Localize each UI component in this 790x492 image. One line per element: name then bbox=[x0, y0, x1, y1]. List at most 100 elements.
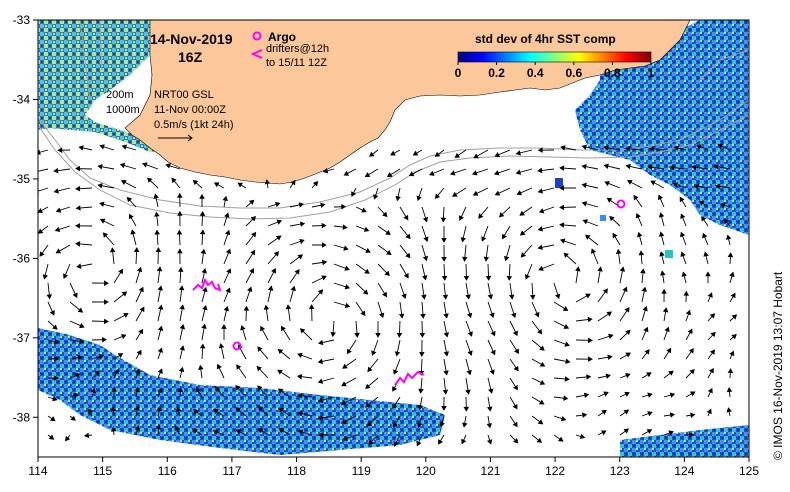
velocity-vector-head bbox=[511, 312, 517, 319]
velocity-vector-head bbox=[689, 369, 695, 375]
velocity-vector-head bbox=[395, 195, 401, 202]
velocity-vector-head bbox=[225, 248, 231, 255]
colorbar-title: std dev of 4hr SST comp bbox=[475, 32, 616, 46]
velocity-vector-head bbox=[660, 270, 666, 276]
velocity-vector-head bbox=[623, 409, 630, 415]
velocity-vector-head bbox=[581, 201, 588, 207]
velocity-vector-head bbox=[298, 202, 305, 208]
velocity-vector-head bbox=[117, 353, 124, 359]
velocity-vector-head bbox=[565, 358, 571, 365]
velocity-vector-head bbox=[471, 170, 478, 176]
x-tick-label: 121 bbox=[480, 464, 500, 478]
velocity-vector-head bbox=[368, 439, 374, 445]
velocity-vector-head bbox=[488, 388, 494, 394]
velocity-vector-head bbox=[296, 373, 303, 380]
velocity-vector-head bbox=[454, 152, 461, 158]
velocity-vector-head bbox=[72, 292, 78, 299]
velocity-vector-head bbox=[382, 291, 387, 298]
velocity-vector-head bbox=[177, 210, 183, 216]
velocity-vector-head bbox=[271, 267, 277, 274]
velocity-vector-head bbox=[48, 434, 55, 440]
velocity-vector-head bbox=[196, 386, 202, 393]
velocity-vector-head bbox=[698, 200, 705, 206]
velocity-vector-head bbox=[519, 230, 526, 236]
velocity-vector-head bbox=[691, 164, 697, 171]
velocity-vector-head bbox=[280, 325, 286, 332]
velocity-vector-head bbox=[312, 181, 319, 187]
velocity-vector-head bbox=[135, 368, 141, 375]
velocity-vector-head bbox=[478, 213, 484, 219]
velocity-vector-head bbox=[277, 369, 283, 375]
velocity-vector-head bbox=[250, 249, 256, 256]
velocity-vector-head bbox=[450, 170, 456, 176]
colorbar-tick-label: 0.4 bbox=[527, 66, 544, 80]
velocity-vector-head bbox=[236, 364, 242, 370]
velocity-vector-head bbox=[443, 351, 450, 357]
time-label: 16Z bbox=[178, 49, 203, 65]
velocity-vector-head bbox=[294, 269, 300, 275]
velocity-vector-head bbox=[157, 387, 163, 394]
velocity-vector-head bbox=[683, 290, 690, 296]
velocity-vector-head bbox=[94, 370, 100, 376]
velocity-vector-head bbox=[585, 293, 591, 299]
velocity-vector-head bbox=[39, 251, 45, 257]
velocity-vector-head bbox=[501, 233, 507, 240]
velocity-vector-head bbox=[202, 304, 208, 311]
velocity-vector-head bbox=[559, 165, 565, 171]
velocity-vector-head bbox=[321, 259, 328, 266]
velocity-vector-head bbox=[582, 412, 588, 418]
velocity-vector-head bbox=[178, 285, 185, 291]
sst-speck bbox=[600, 215, 606, 221]
velocity-vector-head bbox=[506, 275, 513, 281]
velocity-vector-head bbox=[562, 305, 569, 311]
velocity-vector-head bbox=[153, 193, 159, 199]
velocity-vector-head bbox=[619, 266, 626, 272]
velocity-vector-head bbox=[344, 284, 351, 290]
velocity-vector-head bbox=[46, 294, 53, 300]
velocity-vector-head bbox=[119, 162, 126, 169]
velocity-vector-head bbox=[669, 412, 676, 418]
velocity-vector-head bbox=[243, 305, 250, 311]
velocity-vector-head bbox=[218, 343, 225, 349]
velocity-vector-head bbox=[640, 268, 646, 274]
velocity-vector-head bbox=[689, 391, 696, 397]
velocity-vector-head bbox=[264, 179, 271, 185]
velocity-vector-head bbox=[52, 324, 58, 330]
velocity-vector-head bbox=[250, 216, 257, 222]
velocity-vector-head bbox=[341, 381, 347, 387]
velocity-vector-head bbox=[467, 331, 473, 337]
velocity-vector-head bbox=[668, 370, 674, 376]
x-tick-label: 119 bbox=[352, 464, 371, 478]
x-tick-label: 124 bbox=[674, 464, 694, 478]
velocity-vector-head bbox=[515, 150, 521, 156]
velocity-vector-head bbox=[378, 312, 385, 319]
velocity-vector-head bbox=[520, 252, 527, 258]
velocity-vector-head bbox=[442, 294, 449, 300]
velocity-vector-head bbox=[57, 147, 63, 153]
velocity-vector-head bbox=[419, 332, 426, 338]
velocity-vector-head bbox=[285, 304, 292, 310]
velocity-vector-head bbox=[418, 388, 424, 394]
velocity-vector-head bbox=[394, 351, 401, 357]
velocity-vector-head bbox=[133, 247, 140, 253]
velocity-vector-head bbox=[403, 214, 409, 221]
x-tick-label: 114 bbox=[28, 464, 47, 478]
velocity-vector-head bbox=[489, 312, 495, 318]
velocity-vector-head bbox=[157, 285, 163, 291]
velocity-vector-head bbox=[179, 304, 185, 310]
velocity-vector-head bbox=[408, 171, 415, 177]
velocity-vector-head bbox=[564, 376, 570, 382]
velocity-vector-head bbox=[97, 164, 103, 170]
velocity-vector-head bbox=[202, 286, 208, 293]
velocity-vector-head bbox=[538, 208, 545, 214]
argo-legend-label: Argo bbox=[268, 30, 296, 44]
velocity-vector-head bbox=[177, 387, 184, 393]
velocity-vector-head bbox=[201, 268, 207, 274]
velocity-vector-head bbox=[102, 336, 108, 343]
velocity-vector-head bbox=[462, 256, 468, 262]
velocity-vector-head bbox=[729, 350, 735, 357]
velocity-vector-head bbox=[53, 375, 59, 381]
velocity-vector-head bbox=[385, 229, 391, 235]
velocity-vector-head bbox=[225, 287, 231, 294]
argo-float bbox=[616, 199, 626, 209]
